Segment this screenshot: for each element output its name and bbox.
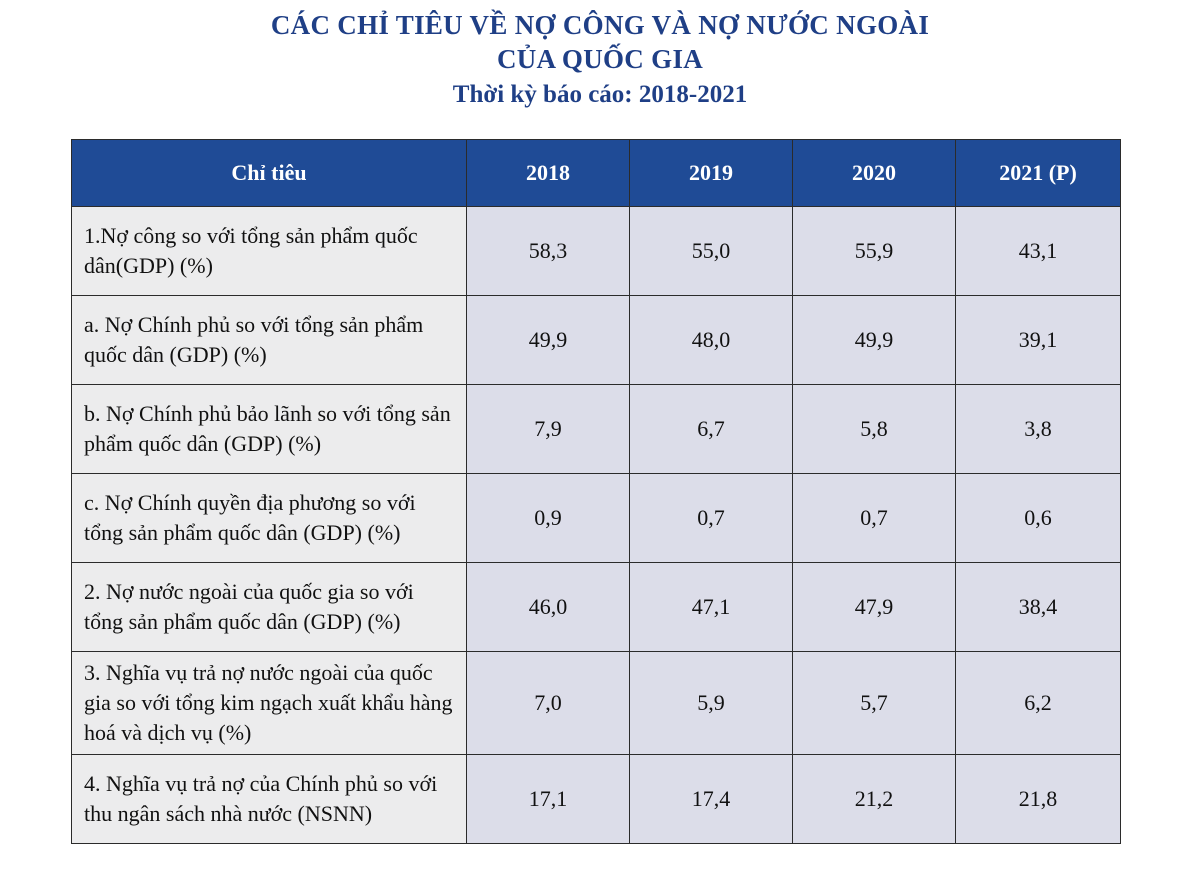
table-row: 4. Nghĩa vụ trả nợ của Chính phủ so với … [71, 754, 1121, 844]
row-label: b. Nợ Chính phủ bảo lãnh so với tổng sản… [71, 384, 467, 474]
cell-2018: 7,0 [466, 651, 630, 755]
cell-2020: 5,8 [792, 384, 956, 474]
cell-2019: 5,9 [629, 651, 793, 755]
report-title-line-2: CỦA QUỐC GIA [496, 44, 704, 74]
cell-2020: 55,9 [792, 206, 956, 296]
header-year-2021: 2021 (P) [955, 139, 1121, 207]
table-row: 2. Nợ nước ngoài của quốc gia so với tổn… [71, 562, 1121, 652]
cell-2018: 49,9 [466, 295, 630, 385]
header-year-2020: 2020 [792, 139, 956, 207]
row-label: 4. Nghĩa vụ trả nợ của Chính phủ so với … [71, 754, 467, 844]
cell-2018: 17,1 [466, 754, 630, 844]
row-label: c. Nợ Chính quyền địa phương so với tổng… [71, 473, 467, 563]
cell-2021: 0,6 [955, 473, 1121, 563]
row-label: a. Nợ Chính phủ so với tổng sản phẩm quố… [71, 295, 467, 385]
cell-2020: 49,9 [792, 295, 956, 385]
cell-2020: 47,9 [792, 562, 956, 652]
header-indicator: Chỉ tiêu [71, 139, 467, 207]
cell-2019: 47,1 [629, 562, 793, 652]
row-label: 2. Nợ nước ngoài của quốc gia so với tổn… [71, 562, 467, 652]
cell-2019: 48,0 [629, 295, 793, 385]
cell-2021: 3,8 [955, 384, 1121, 474]
table-row: c. Nợ Chính quyền địa phương so với tổng… [71, 473, 1121, 563]
row-label: 1.Nợ công so với tổng sản phẩm quốc dân(… [71, 206, 467, 296]
cell-2019: 55,0 [629, 206, 793, 296]
table-row: 3. Nghĩa vụ trả nợ nước ngoài của quốc g… [71, 651, 1121, 755]
debt-indicators-table: Chỉ tiêu 2018 2019 2020 2021 (P) 1.Nợ cô… [71, 139, 1121, 844]
cell-2018: 58,3 [466, 206, 630, 296]
table-row: a. Nợ Chính phủ so với tổng sản phẩm quố… [71, 295, 1121, 385]
cell-2020: 0,7 [792, 473, 956, 563]
report-title-line-1: CÁC CHỈ TIÊU VỀ NỢ CÔNG VÀ NỢ NƯỚC NGOÀI [270, 10, 930, 40]
cell-2018: 0,9 [466, 473, 630, 563]
report-period: Thời kỳ báo cáo: 2018-2021 [452, 81, 748, 108]
table-header-row: Chỉ tiêu 2018 2019 2020 2021 (P) [71, 139, 1121, 207]
cell-2021: 38,4 [955, 562, 1121, 652]
row-label: 3. Nghĩa vụ trả nợ nước ngoài của quốc g… [71, 651, 467, 755]
cell-2019: 0,7 [629, 473, 793, 563]
cell-2020: 5,7 [792, 651, 956, 755]
cell-2018: 7,9 [466, 384, 630, 474]
header-year-2018: 2018 [466, 139, 630, 207]
table-row: 1.Nợ công so với tổng sản phẩm quốc dân(… [71, 206, 1121, 296]
cell-2019: 17,4 [629, 754, 793, 844]
cell-2020: 21,2 [792, 754, 956, 844]
cell-2021: 6,2 [955, 651, 1121, 755]
cell-2021: 21,8 [955, 754, 1121, 844]
cell-2021: 43,1 [955, 206, 1121, 296]
cell-2021: 39,1 [955, 295, 1121, 385]
cell-2018: 46,0 [466, 562, 630, 652]
report-title-block: CÁC CHỈ TIÊU VỀ NỢ CÔNG VÀ NỢ NƯỚC NGOÀI… [0, 8, 1200, 110]
header-year-2019: 2019 [629, 139, 793, 207]
table-row: b. Nợ Chính phủ bảo lãnh so với tổng sản… [71, 384, 1121, 474]
cell-2019: 6,7 [629, 384, 793, 474]
